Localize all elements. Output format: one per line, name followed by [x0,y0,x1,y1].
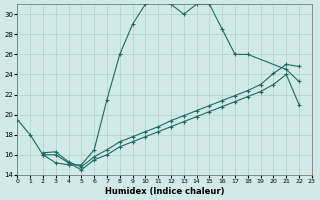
X-axis label: Humidex (Indice chaleur): Humidex (Indice chaleur) [105,187,224,196]
